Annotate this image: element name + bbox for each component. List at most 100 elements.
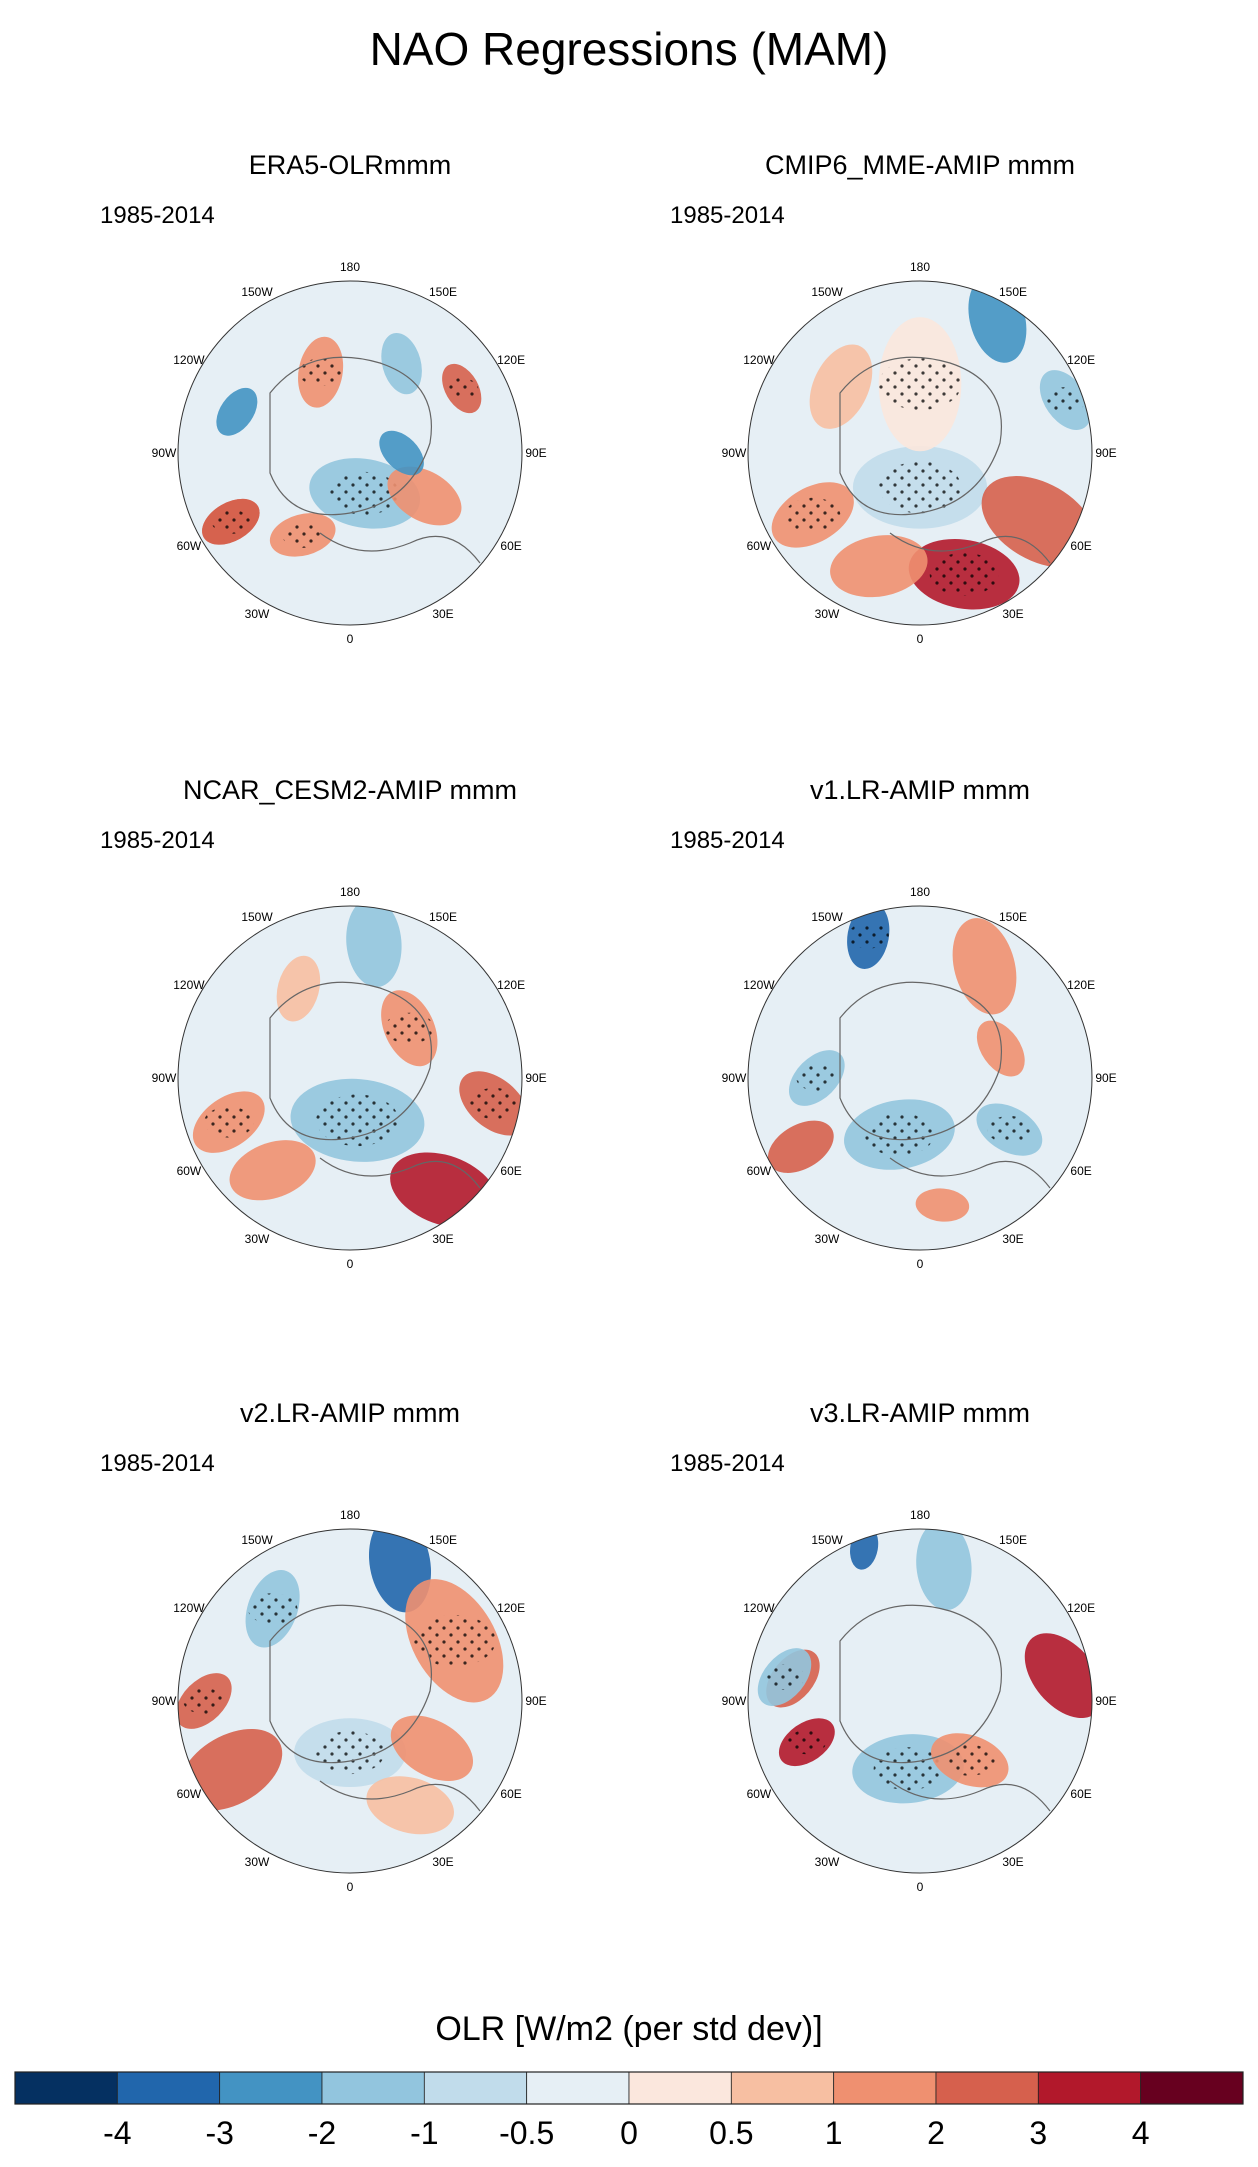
longitude-label: 0: [347, 632, 354, 646]
colorbar-swatch: [1140, 2071, 1244, 2105]
main-title: NAO Regressions (MAM): [369, 23, 889, 75]
anomaly-region: [767, 1120, 834, 1173]
significance-stippling: [384, 1012, 435, 1044]
longitude-label: 30W: [815, 1855, 840, 1869]
panel-period: 1985-2014: [670, 1450, 785, 1477]
significance-stippling: [282, 522, 324, 548]
longitude-label: 60W: [747, 1164, 772, 1178]
panel-period: 1985-2014: [100, 827, 215, 854]
significance-stippling: [787, 1730, 827, 1755]
anomaly-region: [916, 1529, 972, 1611]
coastline: [319, 1157, 481, 1189]
panel-period: 1985-2014: [100, 1450, 215, 1477]
significance-stippling: [211, 509, 251, 534]
panel-title: v1.LR-AMIP mmm: [809, 775, 1031, 805]
map-panel-v2-lr: v2.LR-AMIP mmm 1985-2014 180 150E 120E 90E 6…: [70, 1398, 630, 1958]
colorbar-tick-label: 3: [1029, 2115, 1047, 2151]
longitude-label: 180: [340, 885, 360, 899]
longitude-label: 150W: [241, 1533, 273, 1547]
longitude-label: 30W: [815, 607, 840, 621]
longitude-label: 150E: [999, 1533, 1027, 1547]
colorbar-swatch: [935, 2071, 1039, 2105]
longitude-label: 30E: [1002, 1855, 1023, 1869]
colorbar-tick-label: -2: [308, 2115, 336, 2151]
longitude-label: 30W: [245, 1855, 270, 1869]
longitude-label: 90W: [152, 1071, 177, 1085]
anomaly-region: [366, 1776, 454, 1835]
colorbar-swatch: [730, 2071, 835, 2105]
longitude-label: 0: [917, 1257, 924, 1271]
anomaly-region: [1024, 1633, 1092, 1719]
panel-title: v2.LR-AMIP mmm: [239, 1398, 461, 1428]
colorbar-swatch: [833, 2071, 937, 2105]
longitude-label: 150W: [241, 285, 273, 299]
coastline: [319, 532, 481, 564]
colorbar-swatch: [628, 2071, 732, 2105]
polar-map: 180 150E 120E 90E 60E 30E 0 30W 60W 90W 120W 150W: [722, 260, 1117, 646]
colorbar-swatch: [116, 2071, 221, 2105]
polar-map: 180 150E 120E 90E 60E 30E 0 30W 60W 90W 120W 150W: [152, 260, 547, 646]
coastline: [269, 1604, 432, 1764]
map-field: [178, 281, 522, 625]
colorbar-tick-label: -3: [205, 2115, 233, 2151]
colorbar-tick-label: 1: [825, 2115, 843, 2151]
significance-stippling: [1044, 387, 1087, 413]
colorbar-tick-label: -4: [103, 2115, 131, 2151]
coastline: [839, 981, 1002, 1141]
anomaly-region: [390, 1715, 474, 1781]
longitude-label: 30E: [432, 1855, 453, 1869]
longitude-label: 30E: [1002, 607, 1023, 621]
significance-stippling: [330, 471, 400, 515]
polar-map: 180 150E 120E 90E 60E 30E 0 30W 60W 90W 120W 150W: [152, 1508, 547, 1894]
longitude-label: 90W: [722, 1694, 747, 1708]
coastline: [889, 1157, 1051, 1189]
colorbar-tick-label: -0.5: [499, 2115, 554, 2151]
longitude-label: 0: [917, 632, 924, 646]
longitude-label: 150E: [429, 910, 457, 924]
panel-period: 1985-2014: [670, 202, 785, 229]
longitude-label: 120W: [173, 978, 205, 992]
colorbar-outline: [14, 2071, 1244, 2105]
map-panel-era5: ERA5-OLRmmm 1985-2014 180 150E 120E 90E 60E 3…: [70, 150, 630, 710]
significance-stippling: [878, 358, 962, 410]
map-panel-ncar-cesm2: NCAR_CESM2-AMIP mmm 1985-2014 180 150E 120…: [70, 775, 630, 1335]
anomaly-region: [809, 344, 873, 429]
longitude-label: 60E: [500, 1787, 521, 1801]
significance-stippling: [785, 497, 841, 533]
panel-title: ERA5-OLRmmm: [248, 150, 452, 180]
significance-stippling: [929, 552, 999, 596]
longitude-label: 90E: [525, 1071, 546, 1085]
colorbar-swatch: [321, 2071, 425, 2105]
longitude-label: 60E: [500, 539, 521, 553]
longitude-label: 120E: [1067, 353, 1095, 367]
coastline: [269, 981, 432, 1141]
significance-stippling: [987, 1115, 1032, 1144]
longitude-label: 180: [910, 885, 930, 899]
longitude-label: 150W: [811, 1533, 843, 1547]
longitude-label: 60E: [500, 1164, 521, 1178]
longitude-label: 90W: [152, 1694, 177, 1708]
panel-period: 1985-2014: [670, 827, 785, 854]
longitude-label: 180: [340, 1508, 360, 1522]
polar-map: 180 150E 120E 90E 60E 30E 0 30W 60W 90W 120W 150W: [722, 885, 1117, 1271]
longitude-label: 120E: [497, 978, 525, 992]
map-border: [177, 280, 523, 626]
longitude-label: 60W: [177, 1164, 202, 1178]
anomaly-region: [379, 430, 424, 476]
longitude-label: 0: [347, 1880, 354, 1894]
coastline: [889, 532, 1051, 564]
longitude-label: 150W: [811, 910, 843, 924]
longitude-label: 90W: [722, 446, 747, 460]
longitude-label: 120E: [1067, 978, 1095, 992]
longitude-label: 120E: [497, 353, 525, 367]
longitude-label: 0: [347, 1257, 354, 1271]
map-border: [747, 1528, 1093, 1874]
significance-stippling: [873, 1747, 943, 1791]
longitude-label: 120E: [1067, 1601, 1095, 1615]
longitude-label: 90E: [1095, 1694, 1116, 1708]
significance-stippling: [316, 1094, 399, 1147]
longitude-label: 90E: [525, 1694, 546, 1708]
anomaly-region: [216, 387, 258, 436]
longitude-label: 90E: [1095, 1071, 1116, 1085]
anomaly-region: [381, 332, 422, 395]
